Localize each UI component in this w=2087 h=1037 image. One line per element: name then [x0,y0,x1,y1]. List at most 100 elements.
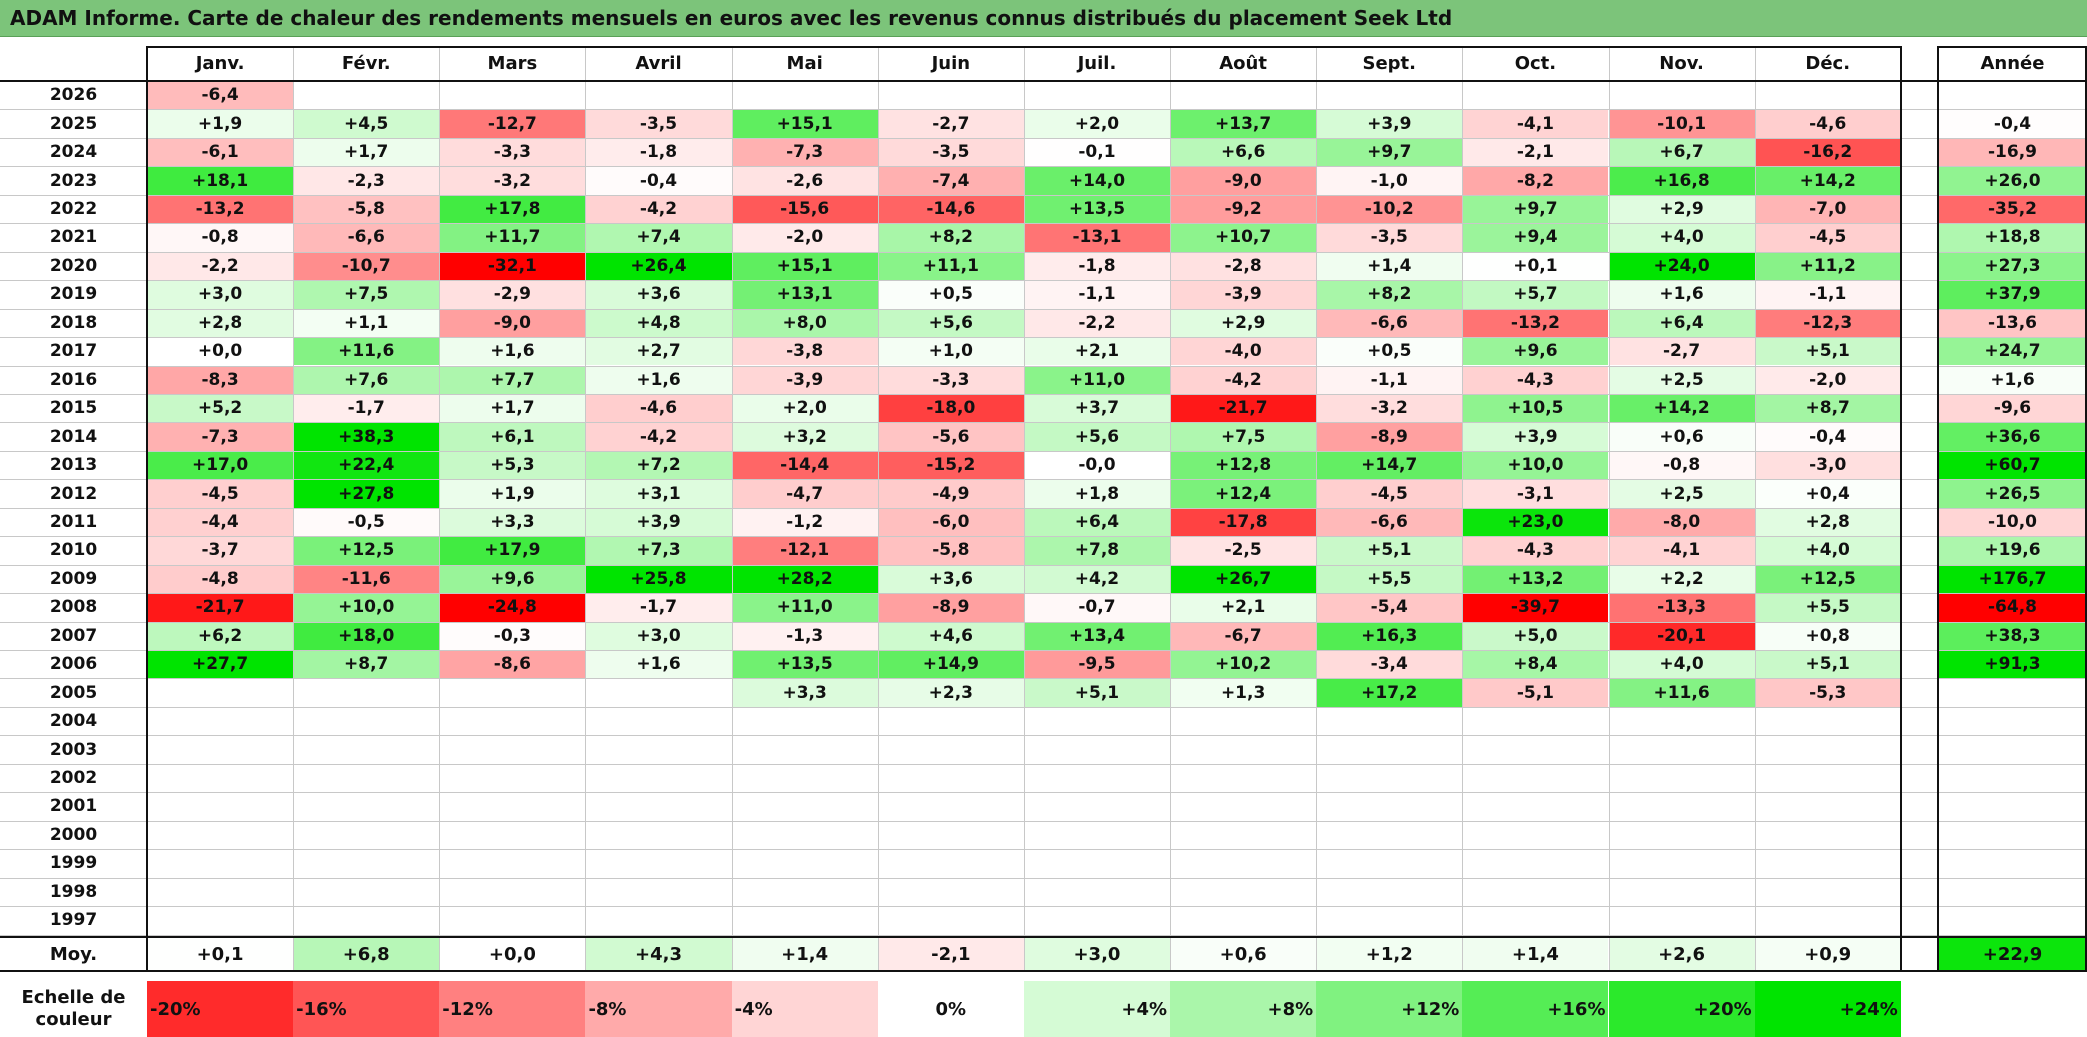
cell-1997-8 [1170,906,1316,934]
gridline-h-1 [0,109,2087,111]
cell-2018-12: -12,3 [1754,308,1901,338]
cell-1998-2 [293,878,439,906]
cell-2024-11: +6,7 [1608,137,1755,167]
gridline-v-3 [585,46,587,937]
cell-2021-11: +4,0 [1608,223,1755,252]
annual-2023: +26,0 [1938,166,2087,195]
annual-2003 [1938,735,2087,764]
scale-swatch-3: -12% [439,981,586,1037]
year-label-2026: 2026 [49,85,98,106]
cell-2018-8: +2,9 [1170,308,1317,338]
border-months-right [1899,46,1902,937]
cell-2000-2 [293,821,439,849]
scale-swatch-5: -4% [731,981,878,1037]
border-months-left [146,46,148,937]
gridline-h-24 [0,763,2087,765]
cell-2017-4: +2,7 [585,337,732,366]
cell-2023-8: -9,0 [1170,166,1317,195]
scale-swatch-1: -20% [147,981,294,1037]
border-annual-right [2085,46,2087,937]
avg-gridline-v-11 [1754,937,1756,971]
cell-2001-8 [1170,792,1316,820]
cell-2018-11: +6,4 [1608,308,1755,338]
cell-2004-6 [878,707,1024,735]
cell-2007-8: -6,7 [1170,621,1317,650]
cell-2025-10: -4,1 [1462,109,1609,138]
cell-1999-12 [1755,849,1901,877]
cell-2022-9: -10,2 [1316,194,1463,224]
month-header-10: Oct. [1514,53,1557,74]
cell-2015-10: +10,5 [1462,393,1609,423]
scale-swatch-10: +16% [1462,981,1609,1037]
cell-1999-7 [1024,849,1170,877]
annual-2013: +60,7 [1938,450,2087,480]
cell-2013-9: +14,7 [1316,450,1463,480]
cell-2012-1: -4,5 [147,479,294,508]
year-label-1997: 1997 [49,910,98,931]
annual-2017: +24,7 [1938,337,2087,366]
cell-2016-9: -1,1 [1316,365,1463,394]
cell-2003-10 [1462,735,1608,763]
cell-2011-11: -8,0 [1608,507,1755,537]
cell-1999-11 [1609,849,1755,877]
cell-2015-11: +14,2 [1608,393,1755,423]
cell-2008-4: -1,7 [585,593,732,622]
cell-2006-2: +8,7 [293,650,440,679]
year-label-2021: 2021 [49,227,98,248]
annual-2016: +1,6 [1938,365,2087,394]
gridline-v-8 [1316,46,1318,937]
cell-2017-1: +0,0 [147,337,294,366]
cell-2019-2: +7,5 [293,280,440,309]
gridline-h-27 [0,849,2087,851]
gridline-h-4 [0,194,2087,196]
cell-2017-12: +5,1 [1754,337,1901,366]
cell-2006-4: +1,6 [585,650,732,679]
cell-2026-2 [293,81,439,109]
cell-1999-3 [439,849,585,877]
year-label-2006: 2006 [49,654,98,675]
cell-2003-4 [585,735,731,763]
cell-2015-12: +8,7 [1754,393,1901,423]
cell-2013-7: -0,0 [1023,450,1171,480]
cell-2013-11: -0,8 [1608,450,1755,480]
cell-2024-9: +9,7 [1316,137,1463,167]
cell-2018-3: -9,0 [439,308,586,338]
cell-2000-10 [1462,821,1608,849]
cell-2014-8: +7,5 [1170,422,1317,451]
cell-2021-6: +8,2 [877,223,1024,252]
cell-2015-3: +1,7 [439,393,586,423]
cell-1997-5 [732,906,878,934]
cell-2003-12 [1755,735,1901,763]
cell-2023-9: -1,0 [1316,166,1463,195]
cell-2021-8: +10,7 [1170,223,1317,252]
cell-2011-2: -0,5 [293,507,440,537]
annual-2011: -10,0 [1938,507,2087,537]
annual-2012: +26,5 [1938,479,2087,508]
cell-2007-6: +4,6 [877,621,1024,650]
cell-2000-6 [878,821,1024,849]
cell-2004-9 [1316,707,1462,735]
cell-2011-12: +2,8 [1754,507,1901,537]
cell-2022-7: +13,5 [1023,194,1171,224]
cell-2025-6: -2,7 [877,109,1024,138]
cell-2005-7: +5,1 [1023,678,1171,707]
cell-2006-11: +4,0 [1608,650,1755,679]
gridline-h-29 [0,906,2087,908]
cell-2004-1 [147,707,293,735]
gridline-h-8 [0,308,2087,310]
avg-gridline-v-6 [1023,937,1025,971]
cell-2007-9: +16,3 [1316,621,1463,650]
cell-2007-1: +6,2 [147,621,294,650]
cell-2010-1: -3,7 [147,536,294,565]
cell-2004-12 [1755,707,1901,735]
cell-2010-7: +7,8 [1023,536,1171,565]
cell-2011-1: -4,4 [147,507,294,537]
scale-label-line2: couleur [35,1009,112,1030]
cell-2019-4: +3,6 [585,280,732,309]
cell-2009-3: +9,6 [439,564,586,594]
cell-2009-4: +25,8 [585,564,732,594]
cell-1997-4 [585,906,731,934]
cell-2022-1: -13,2 [147,194,294,224]
cell-2015-9: -3,2 [1316,393,1463,423]
cell-2001-3 [439,792,585,820]
